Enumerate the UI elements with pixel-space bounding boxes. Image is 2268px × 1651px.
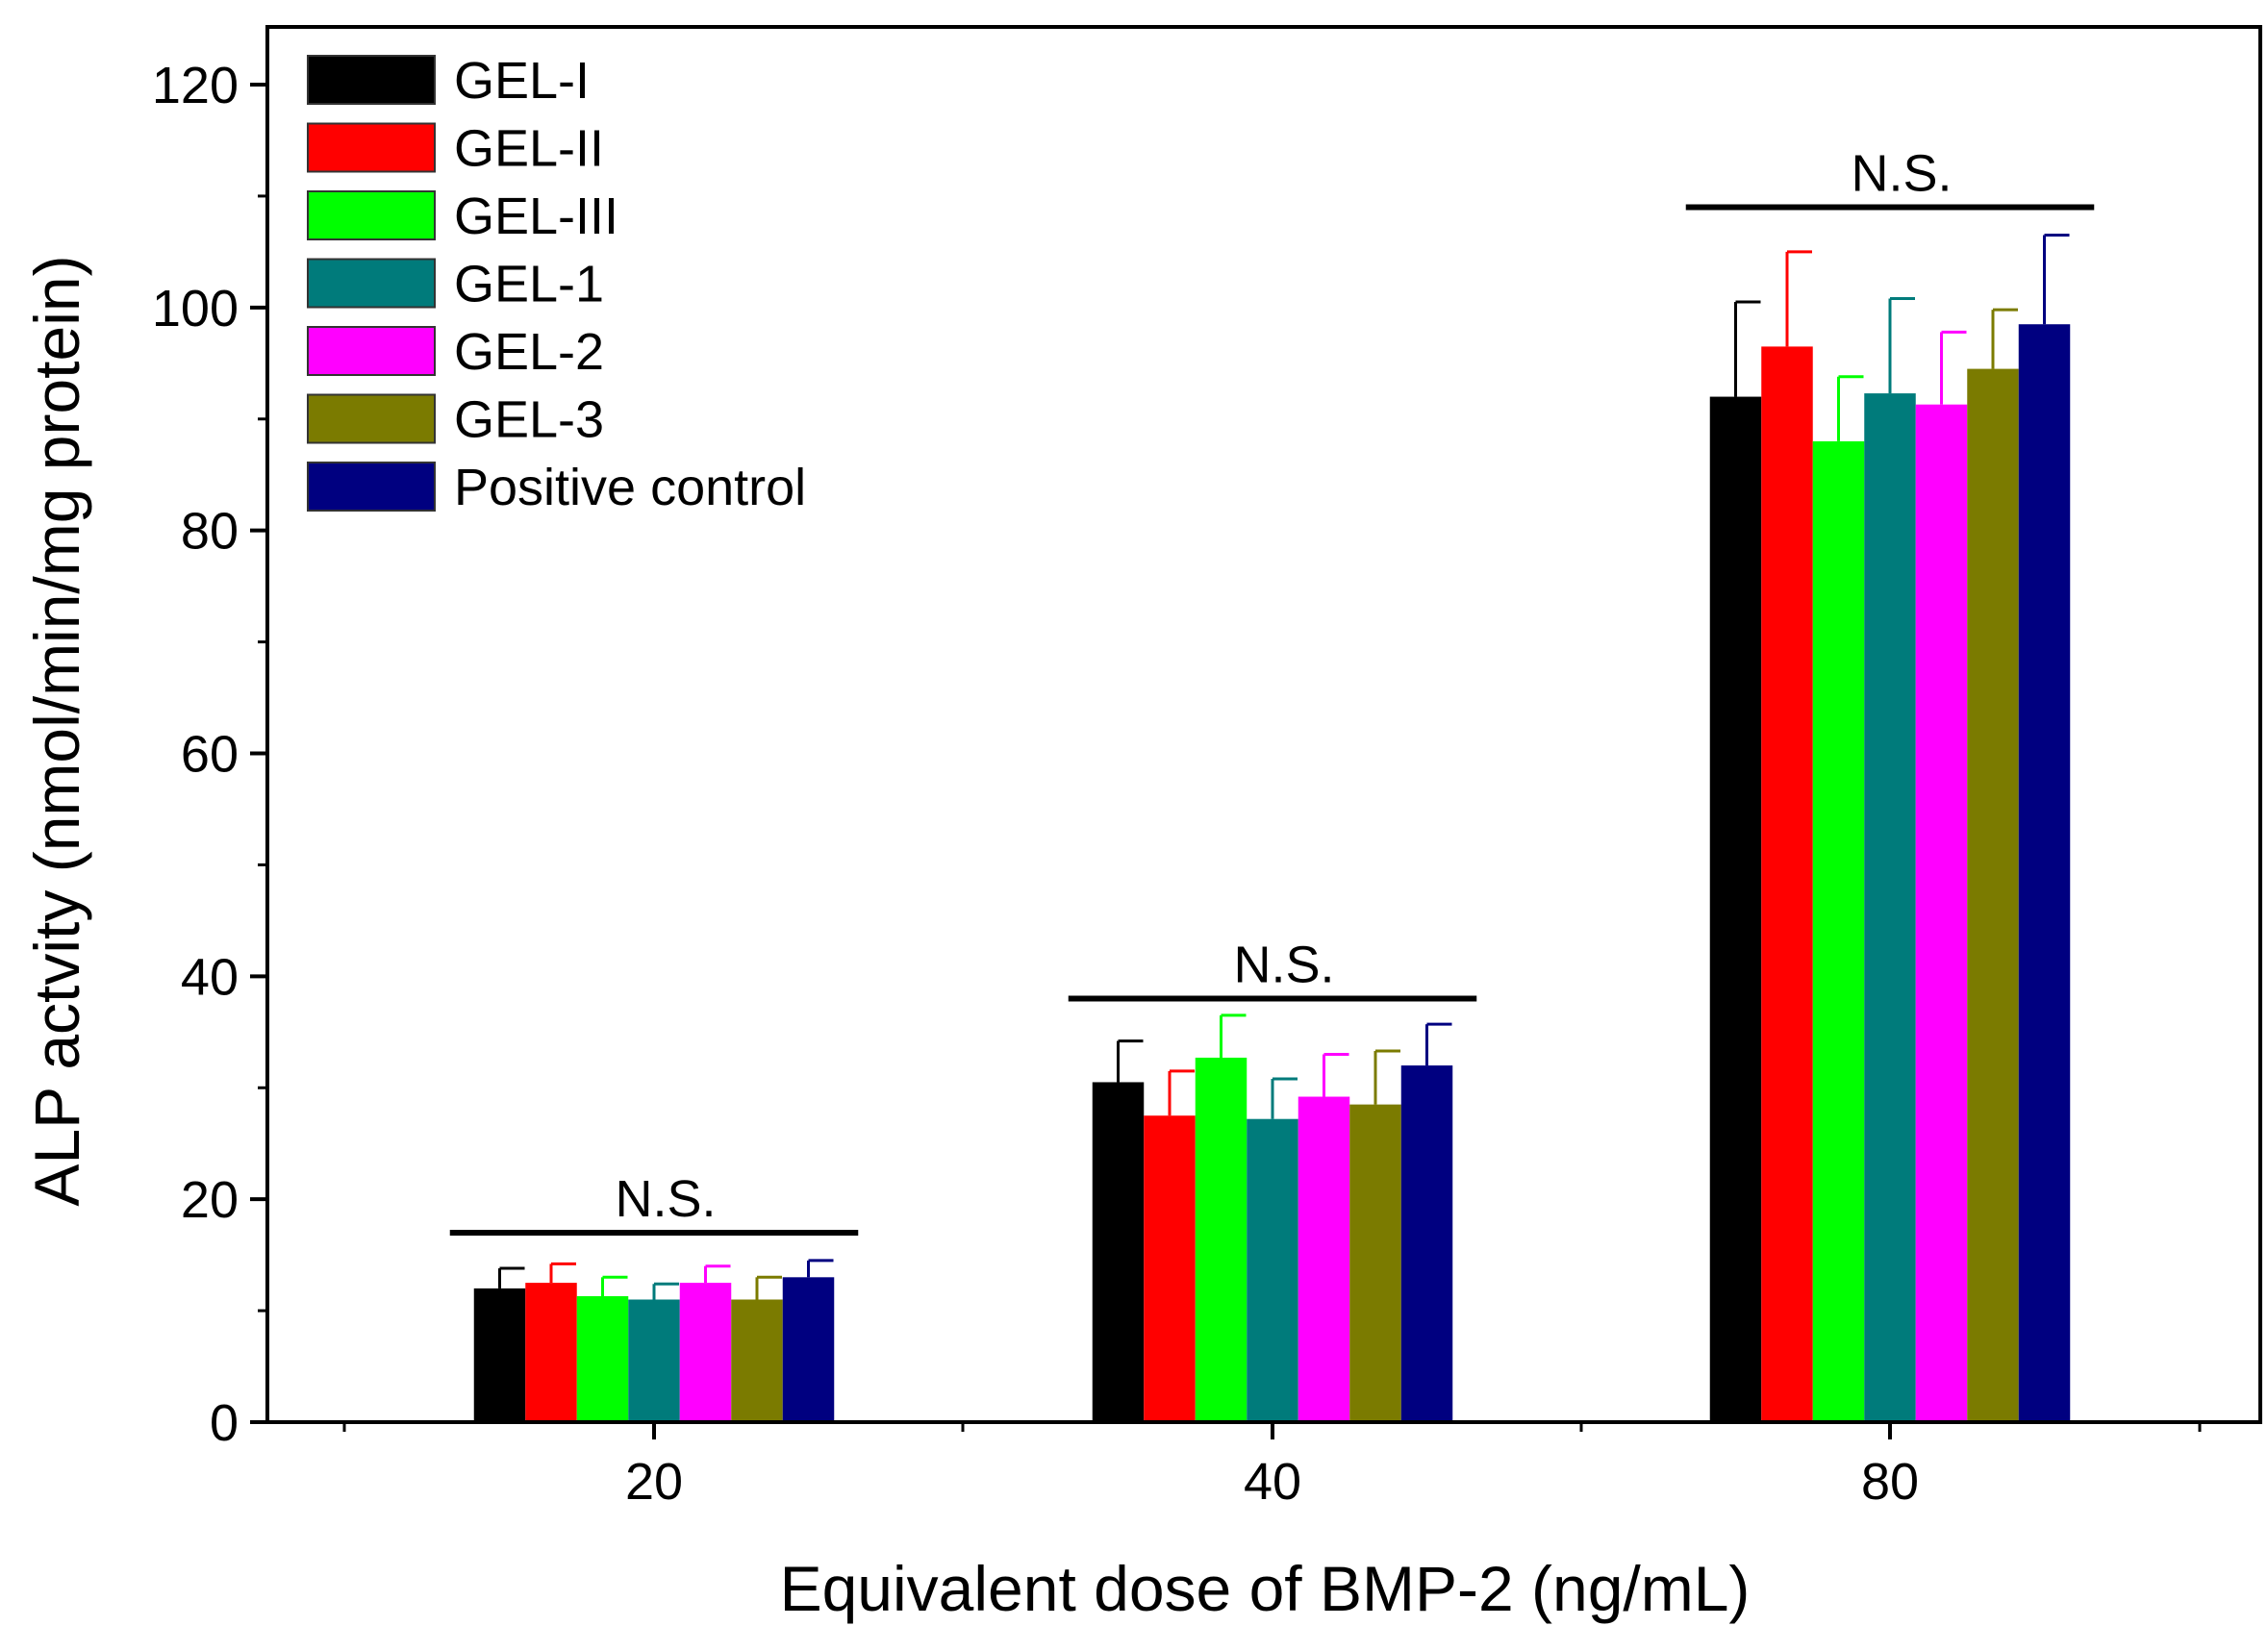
- x-axis-title: Equivalent dose of BMP-2 (ng/mL): [780, 1553, 1751, 1624]
- legend-swatch: [307, 393, 436, 444]
- bar: [525, 1283, 577, 1422]
- bar: [1709, 396, 1762, 1423]
- bar: [1144, 1115, 1196, 1422]
- bar: [1864, 393, 1916, 1423]
- bar: [1400, 1065, 1453, 1422]
- bars-layer: [473, 324, 2071, 1423]
- legend-label: GEL-III: [454, 188, 618, 245]
- significance-label: N.S.: [615, 1170, 716, 1228]
- bar: [1812, 440, 1865, 1422]
- legend: GEL-I GEL-II GEL-III GEL-1 GEL-2 GEL-3 Positiv…: [307, 52, 806, 516]
- significance-label: N.S.: [1233, 937, 1334, 994]
- bar: [679, 1283, 732, 1422]
- y-axis: 0 20 40 60 80 100 120: [152, 57, 267, 1452]
- legend-swatch: [307, 122, 436, 173]
- bar: [731, 1299, 783, 1422]
- bar: [628, 1299, 680, 1422]
- legend-swatch: [307, 462, 436, 512]
- significance-label: N.S.: [1851, 145, 1952, 203]
- legend-label: GEL-I: [454, 52, 590, 110]
- y-tick-label: 40: [181, 948, 239, 1006]
- x-tick-label: 20: [625, 1453, 683, 1511]
- legend-label: GEL-2: [454, 323, 604, 381]
- legend-swatch: [307, 258, 436, 309]
- error-bars-layer: [498, 233, 2070, 1300]
- y-tick-label: 120: [152, 57, 239, 114]
- legend-label: GEL-II: [454, 120, 604, 178]
- bar: [1761, 346, 1813, 1422]
- bar: [1092, 1082, 1145, 1422]
- legend-swatch: [307, 55, 436, 105]
- legend-label: Positive control: [454, 459, 806, 516]
- bar: [2018, 324, 2071, 1422]
- legend-swatch: [307, 326, 436, 376]
- x-tick-label: 80: [1861, 1453, 1919, 1511]
- bar: [1915, 404, 1968, 1422]
- bar: [1298, 1096, 1350, 1422]
- legend-label: GEL-3: [454, 391, 604, 449]
- plot-frame: [265, 25, 2262, 1424]
- y-tick-label: 80: [181, 503, 239, 561]
- x-axis: 20 40 80: [342, 1422, 2202, 1511]
- bar: [782, 1277, 835, 1422]
- bar: [1195, 1057, 1247, 1422]
- y-axis-title: ALP actvity (nmol/min/mg protein): [21, 255, 92, 1206]
- bar: [473, 1288, 526, 1422]
- y-tick-label: 60: [181, 726, 239, 784]
- y-tick-label: 20: [181, 1171, 239, 1229]
- x-tick-label: 40: [1244, 1453, 1301, 1511]
- y-tick-label: 0: [210, 1394, 239, 1452]
- bar: [1967, 368, 2019, 1422]
- bar: [1349, 1104, 1401, 1422]
- legend-swatch: [307, 190, 436, 240]
- legend-label: GEL-1: [454, 256, 604, 313]
- significance-annotations: N.S. N.S. N.S.: [449, 145, 2095, 1236]
- y-tick-label: 100: [152, 280, 239, 338]
- bar: [576, 1296, 629, 1422]
- bar: [1247, 1118, 1298, 1422]
